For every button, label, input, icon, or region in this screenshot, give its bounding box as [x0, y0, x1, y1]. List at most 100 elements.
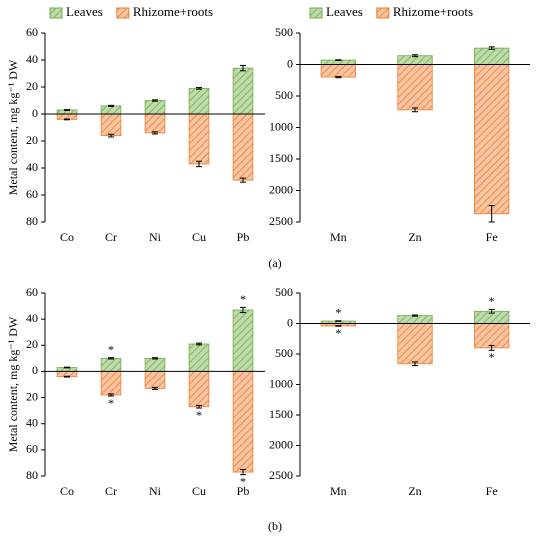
x-tick-label: Fe	[486, 230, 498, 244]
error-bar	[412, 314, 418, 317]
error-bar	[488, 308, 495, 314]
significance-mark: *	[108, 396, 114, 410]
error-bar	[108, 104, 114, 107]
y-tick-label: 0	[32, 363, 38, 377]
x-tick-label: Cr	[105, 230, 117, 244]
y-tick-label: 40	[26, 415, 38, 429]
error-bar	[240, 468, 246, 476]
error-bar	[335, 59, 342, 61]
error-bar	[412, 361, 418, 367]
bar	[397, 64, 433, 111]
error-bar	[196, 87, 202, 90]
bar	[144, 371, 166, 389]
y-tick-label: 80	[26, 468, 38, 482]
bar	[232, 67, 254, 115]
x-tick-label: Ni	[149, 230, 162, 244]
error-bar	[335, 325, 342, 327]
y-tick-label: 60	[26, 25, 38, 39]
x-tick-label: Cu	[192, 484, 206, 498]
error-bar	[152, 386, 158, 390]
x-tick-label: Zn	[408, 484, 421, 498]
error-bar	[64, 375, 70, 378]
y-tick-label: 20	[26, 337, 38, 351]
significance-mark: *	[240, 292, 246, 306]
error-bar	[152, 131, 158, 135]
error-bar	[152, 99, 158, 102]
legend-label: Leaves	[326, 4, 363, 19]
bar	[232, 113, 254, 181]
x-tick-label: Cr	[105, 484, 117, 498]
panel-label: (a)	[268, 256, 281, 270]
legend-label: Leaves	[66, 4, 103, 19]
legend-label: Rhizome+roots	[393, 4, 473, 19]
y-tick-label: 500	[275, 346, 293, 360]
significance-mark: *	[335, 326, 341, 340]
y-tick-label: 60	[26, 187, 38, 201]
significance-mark: *	[489, 350, 495, 364]
x-tick-label: Co	[60, 484, 74, 498]
bar	[100, 357, 122, 372]
significance-mark: *	[108, 342, 114, 356]
bar	[100, 105, 122, 115]
error-bar	[196, 160, 202, 168]
x-tick-label: Co	[60, 230, 74, 244]
y-tick-label: 2500	[269, 214, 293, 228]
x-tick-label: Fe	[486, 484, 498, 498]
y-tick-label: 60	[26, 285, 38, 299]
bar	[100, 371, 122, 396]
bar	[474, 47, 510, 65]
bar	[144, 357, 166, 372]
error-bar	[108, 357, 114, 360]
bar	[144, 100, 166, 115]
bar	[188, 371, 210, 408]
bar	[188, 87, 210, 115]
y-tick-label: 0	[32, 106, 38, 120]
error-bar	[488, 205, 495, 223]
bar	[397, 323, 433, 365]
error-bar	[488, 46, 495, 50]
panel-label: (b)	[268, 519, 282, 533]
error-bar	[240, 306, 246, 314]
significance-mark: *	[335, 306, 341, 320]
error-bar	[335, 320, 342, 322]
bar	[320, 64, 356, 78]
bar	[397, 315, 433, 324]
y-tick-label: 500	[275, 285, 293, 299]
y-tick-label: 2500	[269, 468, 293, 482]
error-bar	[196, 404, 202, 409]
error-bar	[488, 344, 495, 351]
x-tick-label: Zn	[408, 230, 421, 244]
x-tick-label: Mn	[330, 484, 347, 498]
y-tick-label: 1000	[269, 376, 293, 390]
bar	[144, 113, 166, 134]
bar	[100, 113, 122, 137]
x-tick-label: Pb	[237, 230, 250, 244]
bar	[188, 343, 210, 372]
bar	[188, 113, 210, 165]
y-axis-label: Metal content, mg kg⁻¹ DW	[6, 59, 20, 195]
error-bar	[335, 75, 342, 79]
y-tick-label: 500	[275, 88, 293, 102]
y-tick-label: 80	[26, 214, 38, 228]
error-bar	[196, 342, 202, 346]
x-tick-label: Mn	[330, 230, 347, 244]
legend-swatch	[49, 7, 63, 19]
y-tick-label: 500	[275, 25, 293, 39]
y-tick-label: 40	[26, 160, 38, 174]
significance-mark: *	[196, 408, 202, 422]
bar	[474, 64, 510, 215]
significance-mark: *	[489, 294, 495, 308]
error-bar	[108, 133, 114, 138]
y-tick-label: 2000	[269, 182, 293, 196]
y-tick-label: 60	[26, 442, 38, 456]
y-tick-label: 20	[26, 79, 38, 93]
x-tick-label: Ni	[149, 484, 162, 498]
significance-mark: *	[240, 474, 246, 488]
x-tick-label: Cu	[192, 230, 206, 244]
y-tick-label: 40	[26, 52, 38, 66]
error-bar	[412, 54, 418, 58]
legend-swatch	[116, 7, 130, 19]
y-tick-label: 1500	[269, 407, 293, 421]
y-tick-label: 1500	[269, 151, 293, 165]
